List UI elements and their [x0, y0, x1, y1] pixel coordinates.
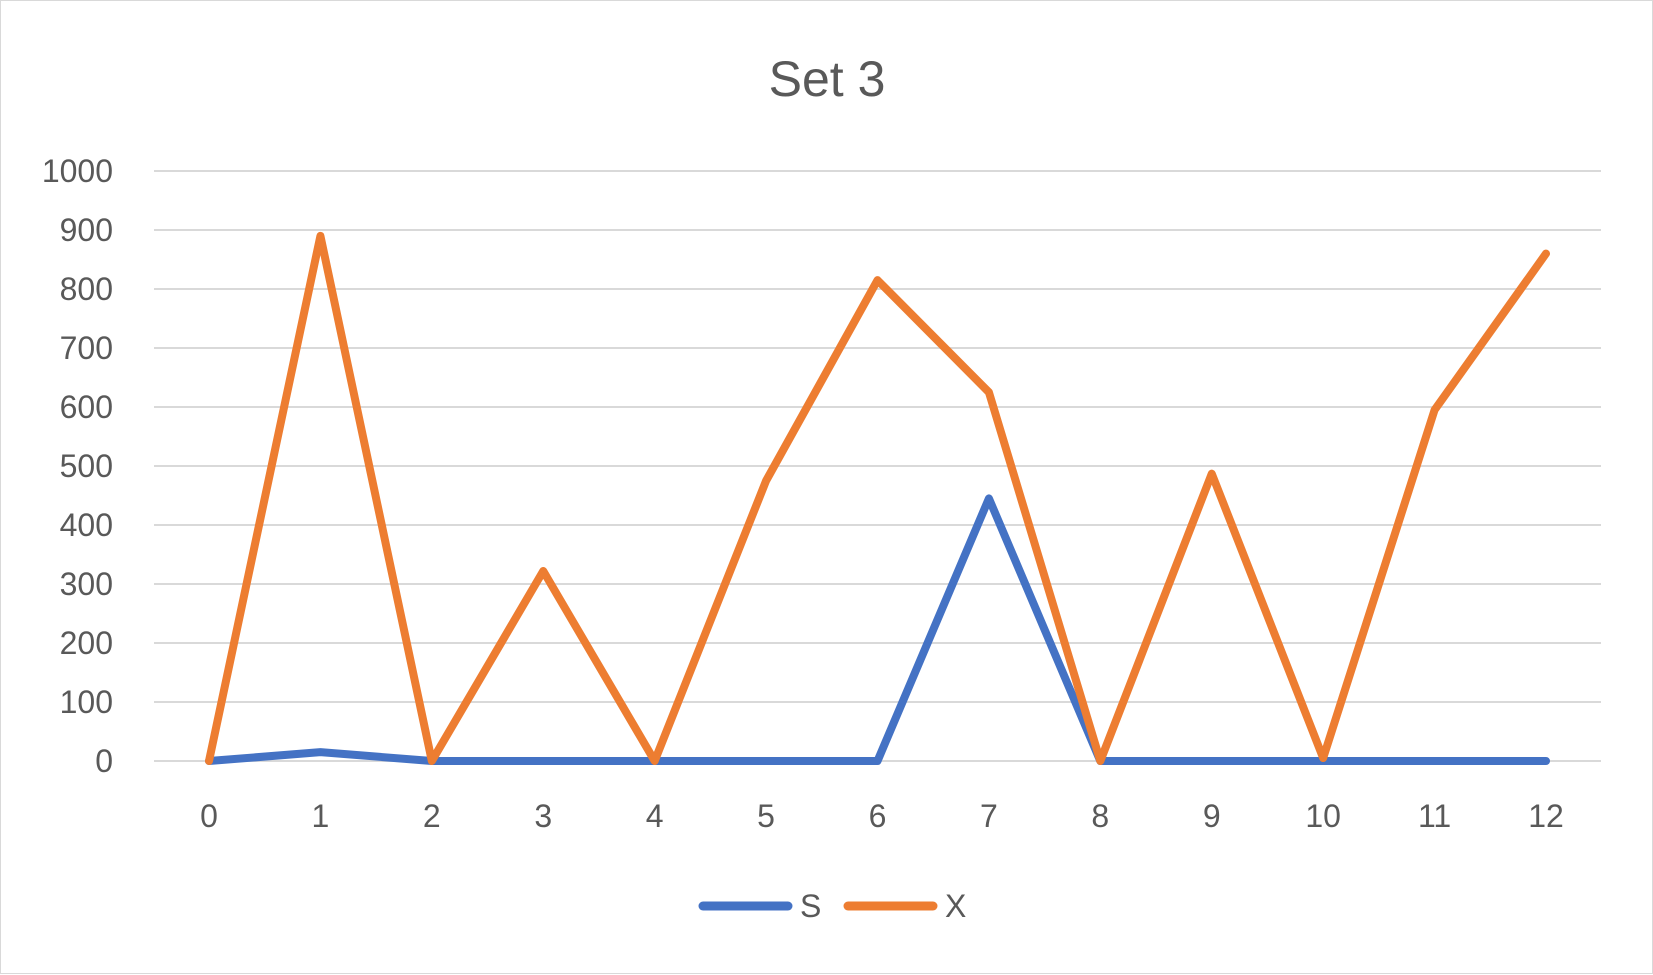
x-tick-label: 4 — [646, 798, 664, 834]
y-tick-label: 0 — [95, 743, 113, 779]
data-point-x — [1211, 473, 1213, 475]
data-point-x — [988, 391, 990, 393]
y-tick-label: 500 — [60, 448, 113, 484]
data-point-x — [431, 760, 433, 762]
data-point-x — [654, 760, 656, 762]
x-tick-label: 2 — [423, 798, 441, 834]
x-tick-label: 8 — [1091, 798, 1109, 834]
x-tick-label: 5 — [757, 798, 775, 834]
data-point-x — [1099, 760, 1101, 762]
x-tick-label: 10 — [1305, 798, 1341, 834]
y-tick-label: 800 — [60, 271, 113, 307]
x-tick-label: 9 — [1203, 798, 1221, 834]
y-axis-tick-labels: 0 100 200 300 400 500 600 700 800 900 1000 — [42, 153, 113, 779]
y-tick-label: 400 — [60, 507, 113, 543]
chart-title: Set 3 — [769, 51, 886, 107]
y-tick-label: 700 — [60, 330, 113, 366]
legend-item-x[interactable]: X — [843, 888, 966, 924]
data-point-s — [1434, 760, 1436, 762]
data-point-x — [208, 760, 210, 762]
x-axis-tick-labels: 0 1 2 3 4 5 6 7 8 9 10 11 12 — [200, 798, 1564, 834]
legend-label: X — [945, 888, 966, 924]
y-tick-label: 900 — [60, 212, 113, 248]
x-tick-label: 1 — [312, 798, 330, 834]
data-point-s — [877, 760, 878, 762]
y-tick-label: 600 — [60, 389, 113, 425]
x-tick-label: 0 — [200, 798, 218, 834]
data-point-s — [765, 760, 767, 762]
data-point-s — [319, 751, 321, 753]
data-point-x — [319, 235, 321, 237]
data-point-x — [877, 279, 878, 281]
x-tick-label: 6 — [869, 798, 887, 834]
data-point-x — [542, 570, 544, 572]
gridlines — [154, 170, 1601, 762]
data-point-x — [765, 480, 767, 482]
y-tick-label: 200 — [60, 625, 113, 661]
x-tick-label: 3 — [534, 798, 552, 834]
y-tick-label: 1000 — [42, 153, 113, 189]
data-point-x — [1434, 409, 1436, 411]
x-tick-label: 12 — [1528, 798, 1564, 834]
legend-label: S — [800, 888, 821, 924]
data-point-s — [542, 760, 544, 762]
y-tick-label: 100 — [60, 684, 113, 720]
data-point-s — [1211, 760, 1213, 762]
data-point-s — [988, 497, 990, 499]
data-point-x — [1322, 757, 1324, 759]
data-point-s — [1545, 760, 1547, 762]
x-tick-label: 7 — [980, 798, 998, 834]
legend-item-s[interactable]: S — [698, 888, 821, 924]
series-lines — [205, 231, 1550, 765]
y-tick-label: 300 — [60, 566, 113, 602]
series-line-s — [205, 494, 1550, 765]
x-tick-label: 11 — [1418, 798, 1451, 834]
series-line-x — [205, 231, 1550, 765]
data-point-x — [1545, 253, 1547, 255]
